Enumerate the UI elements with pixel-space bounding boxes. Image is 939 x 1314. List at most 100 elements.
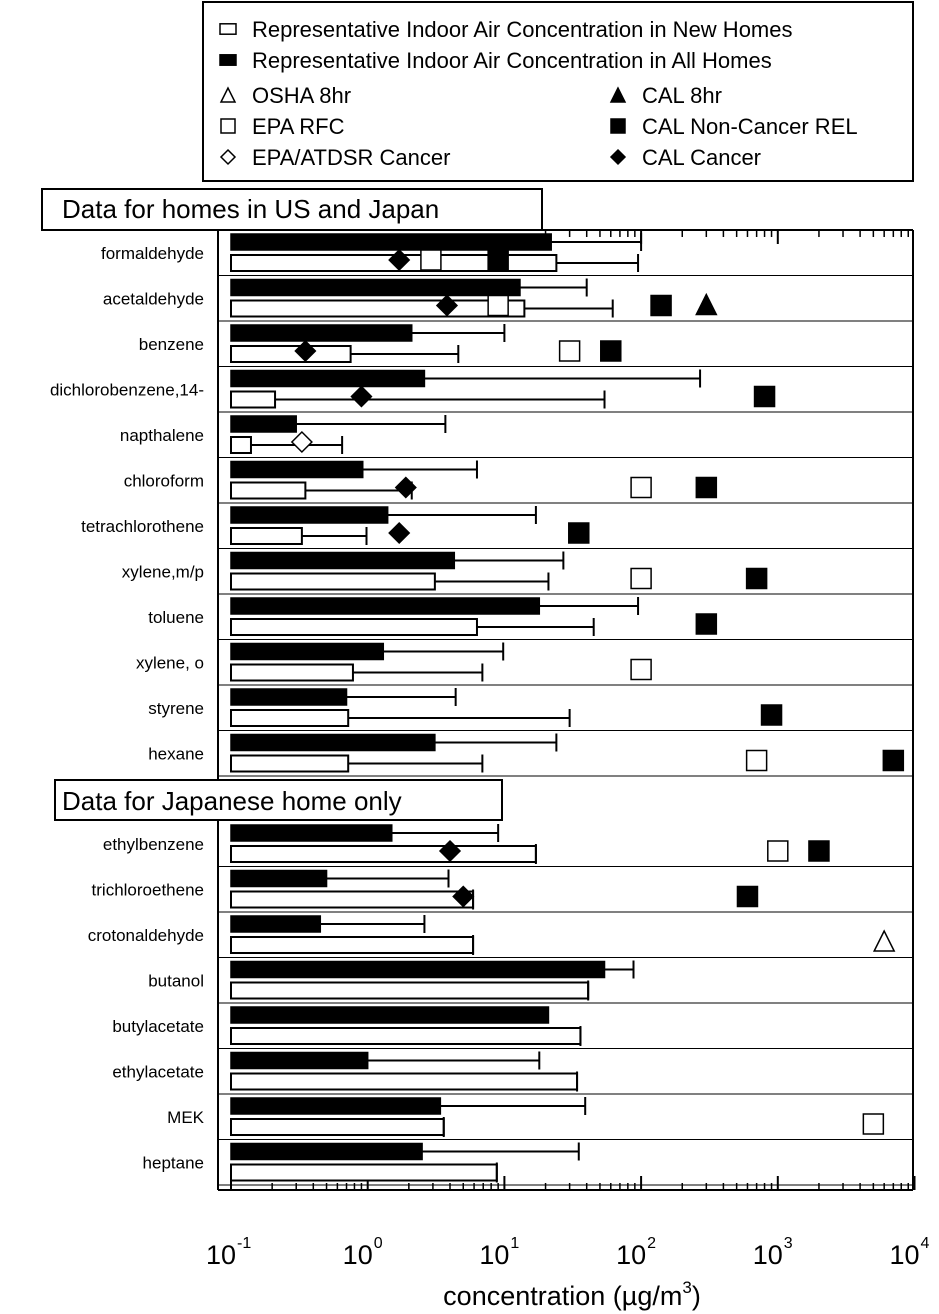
bar-new-homes bbox=[230, 754, 350, 773]
marker-cal-rel bbox=[695, 613, 718, 635]
marker-cal-cancer bbox=[294, 339, 317, 363]
legend-marker-cal8 bbox=[609, 86, 627, 103]
marker-cal-cancer bbox=[394, 476, 417, 499]
x-tick-label: 10 2 bbox=[616, 1235, 656, 1270]
legend-label-cal8: CAL 8hr bbox=[642, 83, 722, 108]
bar-all-homes bbox=[230, 869, 328, 888]
category-label: acetaldehyde bbox=[103, 290, 204, 309]
section-title-box bbox=[54, 779, 503, 821]
marker-cal-cancer bbox=[435, 294, 459, 317]
x-tick-label-base: 10 bbox=[753, 1240, 783, 1270]
marker-epa-rfc bbox=[630, 658, 652, 681]
marker-cal-cancer bbox=[438, 839, 462, 863]
category-label: hexane bbox=[148, 745, 204, 764]
x-tick-label-exponent: -1 bbox=[237, 1235, 251, 1252]
category-label: toluene bbox=[148, 608, 204, 627]
bar-new-homes bbox=[230, 1163, 498, 1182]
category-label: benzene bbox=[139, 335, 204, 354]
bar-new-homes bbox=[230, 527, 303, 545]
marker-osha bbox=[872, 929, 896, 952]
bar-all-homes bbox=[230, 233, 552, 251]
marker-epa-rfc bbox=[767, 840, 789, 862]
category-label: xylene,m/p bbox=[122, 563, 204, 582]
legend-marker-cal_cancer bbox=[609, 148, 627, 166]
legend-label-new: Representative Indoor Air Concentration … bbox=[252, 17, 793, 42]
marker-cal-cancer bbox=[452, 885, 475, 908]
marker-cal-rel bbox=[760, 704, 783, 726]
bar-all-homes bbox=[230, 278, 521, 297]
legend-label-osha: OSHA 8hr bbox=[252, 83, 351, 108]
bar-all-homes bbox=[230, 324, 413, 342]
legend-marker-cal_rel bbox=[610, 118, 626, 134]
legend-marker-epa_rfc bbox=[220, 118, 236, 134]
legend-marker-new bbox=[219, 23, 237, 35]
bar-all-homes bbox=[230, 642, 385, 661]
bar-all-homes bbox=[230, 460, 364, 479]
bar-all-homes bbox=[230, 688, 348, 706]
bar-all-homes bbox=[230, 824, 393, 842]
category-label: ethylbenzene bbox=[103, 835, 204, 854]
marker-epa-cancer bbox=[290, 430, 313, 454]
category-label: butanol bbox=[148, 972, 204, 991]
marker-cal-rel bbox=[487, 249, 509, 271]
category-label: chloroform bbox=[124, 472, 204, 491]
bar-new-homes bbox=[230, 845, 537, 863]
x-tick-label-exponent: 0 bbox=[374, 1235, 383, 1252]
x-tick-label-exponent: 2 bbox=[647, 1235, 656, 1252]
marker-epa-rfc bbox=[630, 476, 652, 499]
bar-new-homes bbox=[230, 436, 252, 454]
bar-new-homes bbox=[230, 981, 590, 1000]
x-tick-label-base: 10 bbox=[343, 1240, 373, 1270]
bar-new-homes bbox=[230, 299, 526, 318]
marker-epa-rfc bbox=[487, 294, 509, 317]
legend-marker-all bbox=[219, 54, 237, 66]
legend-label-cal_cancer: CAL Cancer bbox=[642, 145, 761, 170]
marker-cal-rel bbox=[695, 476, 718, 499]
bar-all-homes bbox=[230, 915, 322, 933]
marker-cal-cancer bbox=[388, 521, 411, 545]
marker-cal-rel bbox=[650, 294, 672, 317]
legend-label-epa_rfc: EPA RFC bbox=[252, 114, 345, 139]
x-tick-label-exponent: 4 bbox=[921, 1235, 930, 1252]
bar-all-homes bbox=[230, 369, 426, 388]
bar-new-homes bbox=[230, 481, 307, 500]
marker-epa-rfc bbox=[630, 567, 652, 590]
marker-cal-rel bbox=[568, 522, 590, 544]
bar-new-homes bbox=[230, 663, 354, 682]
bar-new-homes bbox=[230, 709, 350, 727]
marker-cal-rel bbox=[600, 340, 622, 362]
legend-marker-epa_cancer bbox=[219, 148, 237, 166]
bar-all-homes bbox=[230, 1097, 442, 1115]
bar-all-homes bbox=[230, 733, 436, 752]
category-label: crotonaldehyde bbox=[88, 926, 204, 945]
bar-all-homes bbox=[230, 1142, 423, 1161]
x-tick-label: 10 1 bbox=[479, 1235, 519, 1270]
legend-label-epa_cancer: EPA/ATDSR Cancer bbox=[252, 145, 450, 170]
x-tick-label-base: 10 bbox=[616, 1240, 646, 1270]
section-title: Data for homes in US and Japan bbox=[62, 194, 439, 224]
bar-new-homes bbox=[230, 936, 475, 954]
category-label: dichlorobenzene,14- bbox=[50, 381, 204, 400]
category-label: napthalene bbox=[120, 426, 204, 445]
marker-epa-rfc bbox=[558, 340, 581, 362]
bar-all-homes bbox=[230, 597, 541, 615]
bar-new-homes bbox=[230, 390, 277, 409]
x-tick-label-base: 10 bbox=[479, 1240, 509, 1270]
bar-new-homes bbox=[230, 618, 478, 636]
bar-all-homes bbox=[230, 1051, 369, 1070]
category-label: MEK bbox=[167, 1108, 205, 1127]
section-title: Data for Japanese home only bbox=[62, 786, 402, 816]
bar-all-homes bbox=[230, 506, 389, 524]
legend-label-all: Representative Indoor Air Concentration … bbox=[252, 48, 772, 73]
x-tick-label: 10 0 bbox=[343, 1235, 383, 1270]
legend-box bbox=[202, 1, 914, 182]
bar-new-homes bbox=[230, 890, 475, 909]
x-tick-label-exponent: 3 bbox=[784, 1235, 793, 1252]
marker-epa-rfc bbox=[745, 749, 768, 772]
marker-cal-rel bbox=[882, 749, 905, 772]
section-title-box bbox=[41, 188, 543, 231]
x-tick-label: 10 4 bbox=[889, 1235, 929, 1270]
legend-marker-osha bbox=[219, 86, 237, 103]
marker-cal-rel bbox=[736, 885, 759, 908]
